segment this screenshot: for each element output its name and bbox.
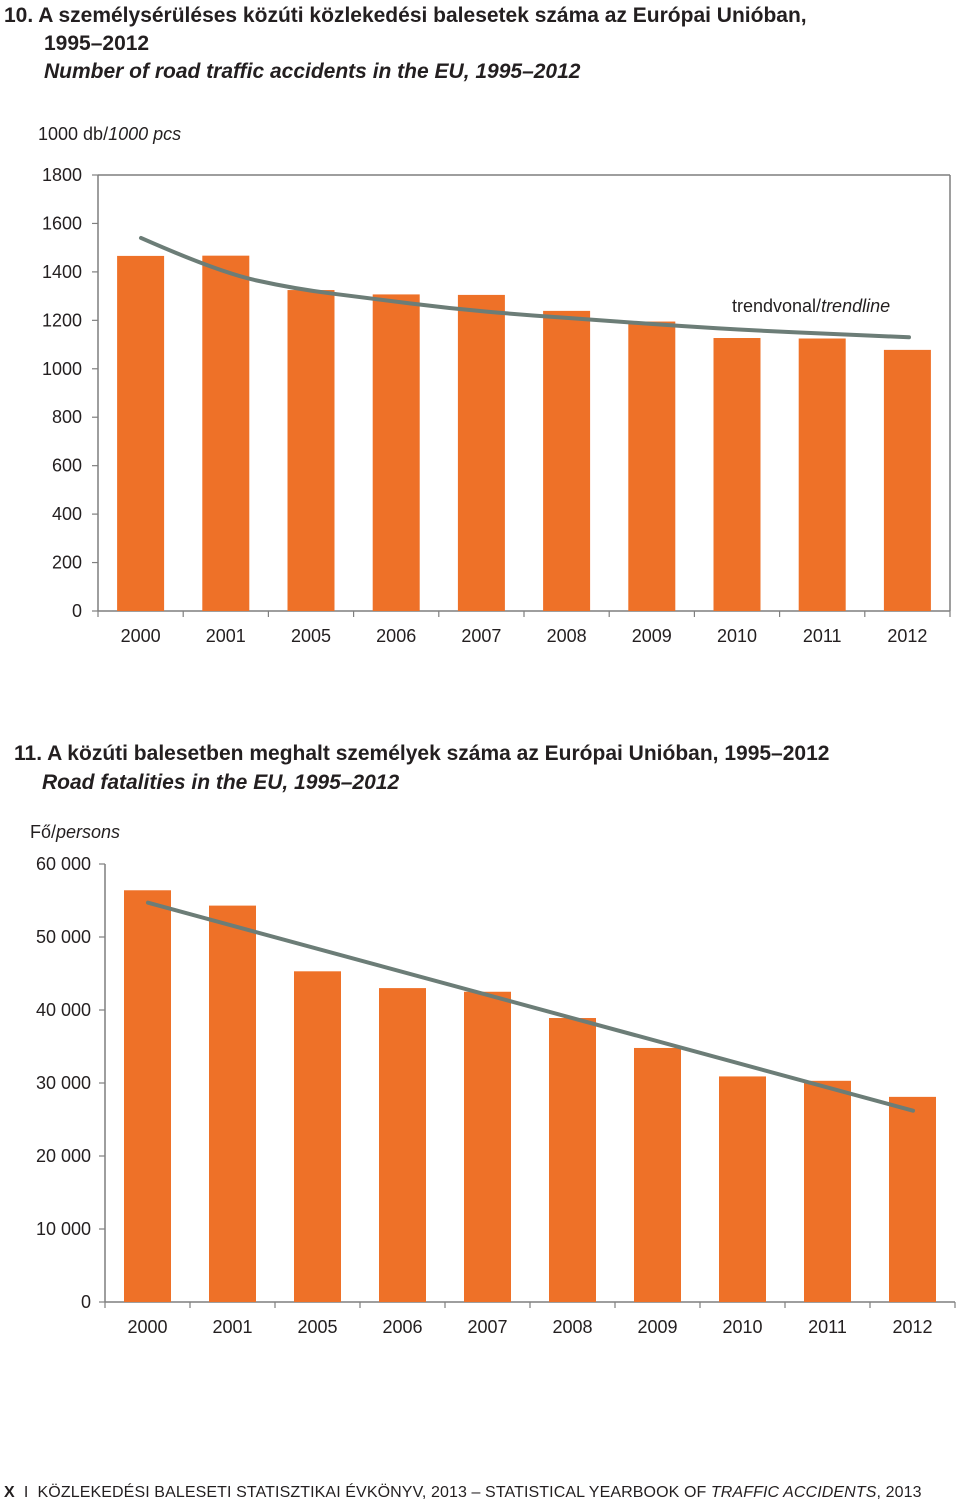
y-tick-label: 50 000 [36, 927, 91, 947]
bar-2007 [464, 991, 511, 1302]
chart1-unit-label: 1000 db/1000 pcs [38, 124, 181, 145]
x-tick-label: 2009 [637, 1317, 677, 1337]
footer-separator: I [23, 1484, 29, 1501]
x-tick-label: 2008 [547, 626, 587, 646]
x-tick-label: 2001 [206, 626, 246, 646]
x-tick-label: 2007 [467, 1317, 507, 1337]
x-tick-label: 2000 [127, 1317, 167, 1337]
accidents-chart: 0 200 400 600 800 1000 1200 1400 1600 1800 2000 200… [42, 165, 951, 646]
trendline-label-hu: trendvonal/ [732, 296, 821, 316]
y-tick-label: 0 [72, 601, 82, 621]
fatalities-chart: 0 10 000 20 000 30 000 40 000 50 000 60 000 200… [36, 854, 956, 1337]
x-tick-label: 2006 [382, 1317, 422, 1337]
x-tick-label: 2005 [297, 1317, 337, 1337]
y-tick-label: 1200 [42, 310, 82, 330]
page-footer: X I KÖZLEKEDÉSI BALESETI STATISZTIKAI ÉV… [4, 1484, 922, 1502]
chart2-unit-label: Fő/persons [30, 822, 120, 843]
y-tick-label: 30 000 [36, 1073, 91, 1093]
bar-2009 [634, 1047, 681, 1302]
bar-2006 [372, 294, 420, 611]
y-tick-label: 1000 [42, 359, 82, 379]
bar-2012 [883, 349, 931, 611]
bar-2009 [628, 321, 676, 611]
bar-2001 [209, 905, 256, 1302]
chart1-title-en: Number of road traffic accidents in the … [44, 60, 581, 83]
y-tick-label: 0 [81, 1292, 91, 1312]
y-tick-label: 1400 [42, 262, 82, 282]
footer-title-en: TRAFFIC ACCIDENTS [710, 1484, 877, 1501]
bar-2011 [798, 338, 846, 611]
y-tick-label: 1600 [42, 213, 82, 233]
y-tick-label: 200 [52, 553, 82, 573]
chart1-unit-en: 1000 pcs [108, 124, 182, 144]
x-tick-label: 2010 [717, 626, 757, 646]
trendline [139, 235, 911, 340]
chart2-title-en: Road fatalities in the EU, 1995–2012 [42, 771, 400, 794]
bar-2005 [287, 290, 335, 611]
chart1-title-hu-years: 1995–2012 [44, 32, 150, 55]
x-tick-label: 2006 [376, 626, 416, 646]
trendline [146, 900, 915, 1113]
bar-2012 [889, 1096, 936, 1302]
bar-2011 [804, 1080, 851, 1302]
x-tick-label: 2012 [887, 626, 927, 646]
x-tick-label: 2001 [212, 1317, 252, 1337]
footer-page-number: X [4, 1484, 15, 1501]
bar-2008 [543, 310, 591, 611]
x-tick-label: 2011 [808, 1317, 847, 1337]
y-tick-label: 400 [52, 504, 82, 524]
chart2-title: 11. A közúti balesetben meghalt személye… [14, 739, 829, 797]
chart1-title-hu: 10. A személysérüléses közúti közlekedés… [4, 4, 807, 27]
chart1-title: 10. A személysérüléses közúti közlekedés… [4, 2, 807, 86]
x-tick-label: 2005 [291, 626, 331, 646]
footer-year: , 2013 [876, 1484, 922, 1501]
y-tick-label: 600 [52, 456, 82, 476]
bar-2007 [457, 294, 505, 611]
x-tick-label: 2000 [121, 626, 161, 646]
y-tick-label: 60 000 [36, 854, 91, 874]
x-tick-label: 2010 [722, 1317, 762, 1337]
y-tick-label: 40 000 [36, 1000, 91, 1020]
bar-2006 [379, 988, 426, 1302]
y-tick-label: 10 000 [36, 1219, 91, 1239]
x-tick-label: 2012 [892, 1317, 932, 1337]
y-tick-label: 1800 [42, 165, 82, 185]
x-tick-label: 2011 [803, 626, 842, 646]
bar-2000 [124, 890, 171, 1302]
chart2-title-hu: 11. A közúti balesetben meghalt személye… [14, 742, 830, 765]
y-tick-label: 800 [52, 407, 82, 427]
chart2-unit-en: persons [56, 822, 121, 842]
x-tick-label: 2007 [461, 626, 501, 646]
trendline-label-en: trendline [821, 296, 890, 316]
bar-2008 [549, 1018, 596, 1302]
trendline-label: trendvonal/trendline [732, 296, 890, 316]
bar-2005 [294, 971, 341, 1302]
x-tick-label: 2008 [552, 1317, 592, 1337]
bar-2001 [202, 255, 250, 611]
bar-2010 [719, 1076, 766, 1302]
bar-2000 [117, 255, 165, 611]
footer-title: KÖZLEKEDÉSI BALESETI STATISZTIKAI ÉVKÖNY… [37, 1484, 711, 1501]
chart2-unit-hu: Fő/ [30, 822, 57, 842]
x-tick-label: 2009 [632, 626, 672, 646]
y-tick-label: 20 000 [36, 1146, 91, 1166]
chart1-unit-hu: 1000 db/ [38, 124, 109, 144]
bar-2010 [713, 338, 761, 611]
